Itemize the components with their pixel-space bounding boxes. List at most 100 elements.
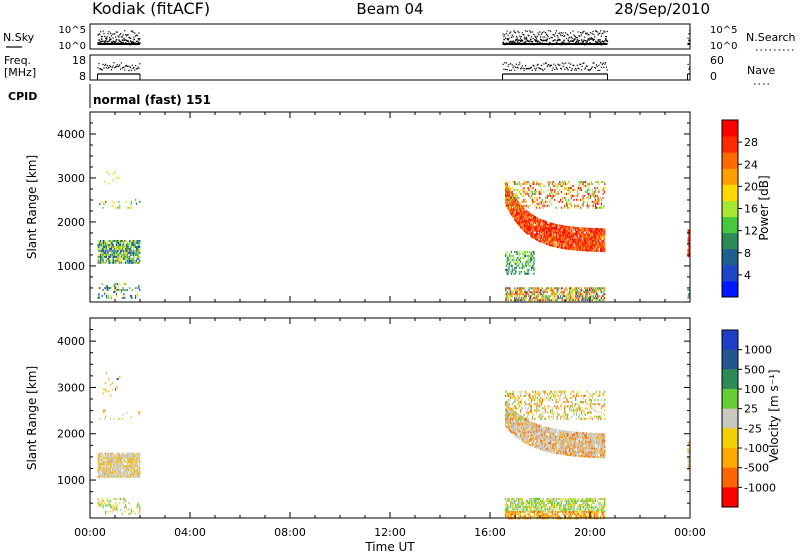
range-cell (513, 431, 515, 434)
range-cell (135, 251, 138, 254)
range-cell (508, 415, 510, 418)
nsearch-dot (111, 33, 113, 35)
range-cell (595, 234, 598, 237)
range-cell (573, 297, 575, 300)
range-cell (580, 181, 583, 184)
range-cell (124, 257, 126, 260)
range-cell (551, 442, 553, 445)
range-cell (540, 435, 543, 438)
nsearch-dot (566, 33, 568, 35)
range-cell (595, 249, 598, 252)
nsky-dot (581, 41, 584, 44)
range-cell (576, 242, 578, 245)
range-cell (574, 240, 576, 243)
range-cell (595, 289, 598, 292)
range-cell (546, 443, 548, 446)
range-cell (563, 449, 565, 452)
range-cell (687, 249, 689, 252)
range-cell (555, 443, 558, 446)
nave-dot (569, 66, 571, 68)
range-cell (597, 200, 599, 203)
range-cell (105, 504, 107, 507)
range-cell (597, 289, 599, 292)
range-cell (553, 287, 555, 290)
range-cell (556, 445, 558, 449)
range-cell (599, 246, 601, 249)
range-cell (594, 190, 596, 193)
nsearch-dot (545, 32, 547, 34)
range-cell (590, 295, 593, 298)
range-cell (527, 430, 529, 433)
range-cell (592, 194, 594, 197)
range-cell (558, 246, 560, 249)
nsky-dot (138, 38, 140, 41)
range-cell (576, 194, 578, 197)
range-cell (570, 287, 573, 290)
range-cell (550, 446, 553, 449)
range-cell (573, 444, 575, 447)
range-cell (527, 192, 529, 195)
range-cell (555, 291, 558, 294)
range-cell (562, 229, 564, 232)
range-cell (121, 239, 123, 242)
range-cell (130, 294, 132, 297)
range-cell (589, 249, 591, 252)
range-cell (572, 226, 574, 229)
range-cell (138, 239, 140, 242)
range-cell (136, 452, 138, 455)
range-cell (598, 183, 600, 186)
range-cell (594, 243, 596, 246)
range-cell (101, 471, 103, 474)
range-cell (130, 415, 133, 418)
range-cell (560, 240, 563, 243)
range-cell (581, 235, 583, 238)
range-cell (132, 261, 134, 264)
range-cell (564, 447, 566, 450)
nave-dot (604, 63, 606, 65)
range-cell (114, 255, 116, 258)
range-cell (590, 183, 593, 186)
range-cell (111, 456, 113, 459)
range-cell (579, 248, 581, 251)
range-cell (577, 227, 579, 230)
range-cell (137, 255, 139, 258)
range-cell (551, 226, 553, 229)
range-cell (120, 243, 122, 246)
range-cell (552, 428, 554, 431)
range-cell (99, 461, 101, 464)
range-cell (604, 293, 606, 296)
range-cell (596, 245, 598, 248)
nave-dot (125, 65, 127, 67)
range-cell (570, 431, 573, 434)
range-cell (569, 228, 571, 231)
range-cell (539, 441, 541, 444)
range-cell (514, 204, 516, 207)
range-cell (585, 229, 587, 232)
nsearch-dot (558, 32, 560, 35)
nave-dot (580, 69, 583, 71)
range-cell (559, 200, 561, 203)
nsky-dot (118, 39, 120, 41)
range-cell (598, 246, 600, 249)
nave-dot (514, 69, 516, 71)
range-cell (116, 239, 118, 242)
range-cell (530, 299, 532, 302)
range-cell (505, 192, 508, 195)
range-cell (554, 449, 556, 452)
range-cell (533, 237, 535, 240)
range-cell (567, 188, 569, 191)
range-cell (545, 449, 547, 452)
nsky-dot (597, 39, 599, 41)
range-cell (110, 461, 113, 464)
range-cell (561, 225, 563, 228)
range-cell (108, 247, 110, 250)
range-cell (581, 198, 583, 201)
range-cell (119, 245, 121, 248)
range-cell (99, 467, 101, 470)
range-cell (535, 427, 538, 430)
range-cell (540, 221, 543, 224)
range-cell (542, 239, 544, 242)
range-cell (564, 295, 566, 298)
range-cell (522, 224, 524, 227)
nave-dot (120, 68, 122, 70)
